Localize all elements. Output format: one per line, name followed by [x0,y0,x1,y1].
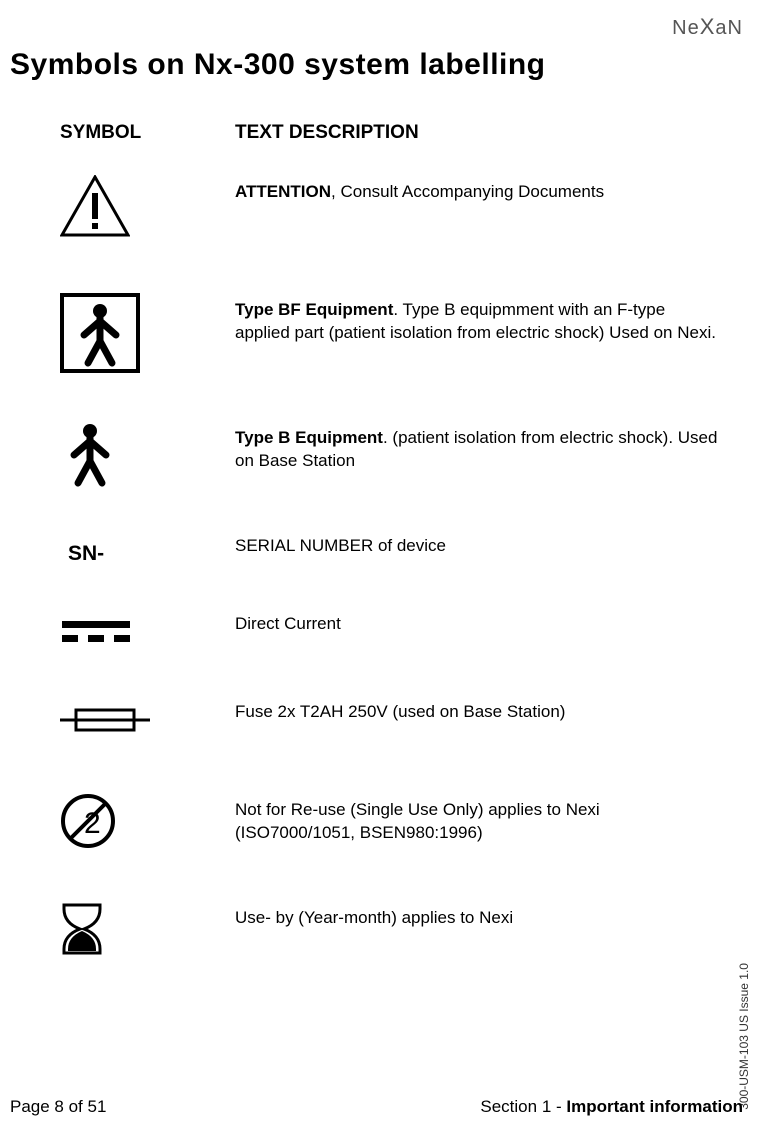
sn-icon: SN- [60,542,104,566]
table-row: Type BF Equipment. Type B equipmment wit… [60,293,720,393]
dc-icon [60,617,132,647]
header-description: TEXT DESCRIPTION [235,122,419,144]
symbol-cell [60,293,235,373]
description-cell: Type B Equipment. (patient isolation fro… [235,421,720,473]
table-row: Type B Equipment. (patient isolation fro… [60,421,720,501]
page-number: Page 8 of 51 [10,1097,106,1117]
description-cell: Not for Re-use (Single Use Only) applies… [235,793,720,845]
symbol-cell [60,607,235,657]
desc-bold: Type B Equipment [235,428,383,447]
desc-text: Direct Current [235,614,341,633]
type-b-icon [60,421,120,489]
fuse-icon [60,704,150,736]
page-footer: Page 8 of 51 Section 1 - Important infor… [10,1097,743,1117]
table-row: SN- SERIAL NUMBER of device [60,529,720,579]
desc-text: Not for Re-use (Single Use Only) applies… [235,800,600,842]
table-row: Fuse 2x T2AH 250V (used on Base Station) [60,695,720,765]
no-reuse-icon: 2 [60,793,116,849]
desc-bold: ATTENTION [235,182,331,201]
brand-logo: NeXaN [672,14,743,40]
symbol-cell [60,175,235,237]
symbol-table: ATTENTION, Consult Accompanying Document… [60,175,720,989]
header-symbol: SYMBOL [60,122,235,144]
attention-icon [60,175,130,237]
desc-text: Use- by (Year-month) applies to Nexi [235,908,513,927]
section-label: Section 1 - Important information [480,1097,743,1117]
description-cell: SERIAL NUMBER of device [235,529,720,558]
symbol-cell [60,421,235,489]
table-row: 2 Not for Re-use (Single Use Only) appli… [60,793,720,873]
symbol-cell [60,901,235,957]
desc-text: Fuse 2x T2AH 250V (used on Base Station) [235,702,565,721]
desc-text: , Consult Accompanying Documents [331,182,604,201]
description-cell: Type BF Equipment. Type B equipmment wit… [235,293,720,345]
brand-text: NeXaN [672,17,743,39]
table-row: Direct Current [60,607,720,667]
doc-reference: 300-USM-103 US Issue 1.0 [737,963,751,1110]
column-headers: SYMBOL TEXT DESCRIPTION [60,122,419,144]
section-prefix: Section 1 - [480,1097,566,1116]
description-cell: Fuse 2x T2AH 250V (used on Base Station) [235,695,720,724]
section-name: Important information [566,1097,743,1116]
table-row: Use- by (Year-month) applies to Nexi [60,901,720,961]
symbol-cell [60,695,235,745]
description-cell: Direct Current [235,607,720,636]
table-row: ATTENTION, Consult Accompanying Document… [60,175,720,265]
use-by-icon [60,901,104,957]
page: NeXaN Symbols on Nx-300 system labelling… [0,0,771,1143]
symbol-cell: SN- [60,529,235,579]
symbol-cell: 2 [60,793,235,849]
description-cell: Use- by (Year-month) applies to Nexi [235,901,720,930]
type-bf-icon [60,293,140,373]
description-cell: ATTENTION, Consult Accompanying Document… [235,175,720,204]
page-title: Symbols on Nx-300 system labelling [10,48,546,82]
svg-text:2: 2 [84,807,101,840]
desc-text: SERIAL NUMBER of device [235,536,446,555]
desc-bold: Type BF Equipment [235,300,393,319]
